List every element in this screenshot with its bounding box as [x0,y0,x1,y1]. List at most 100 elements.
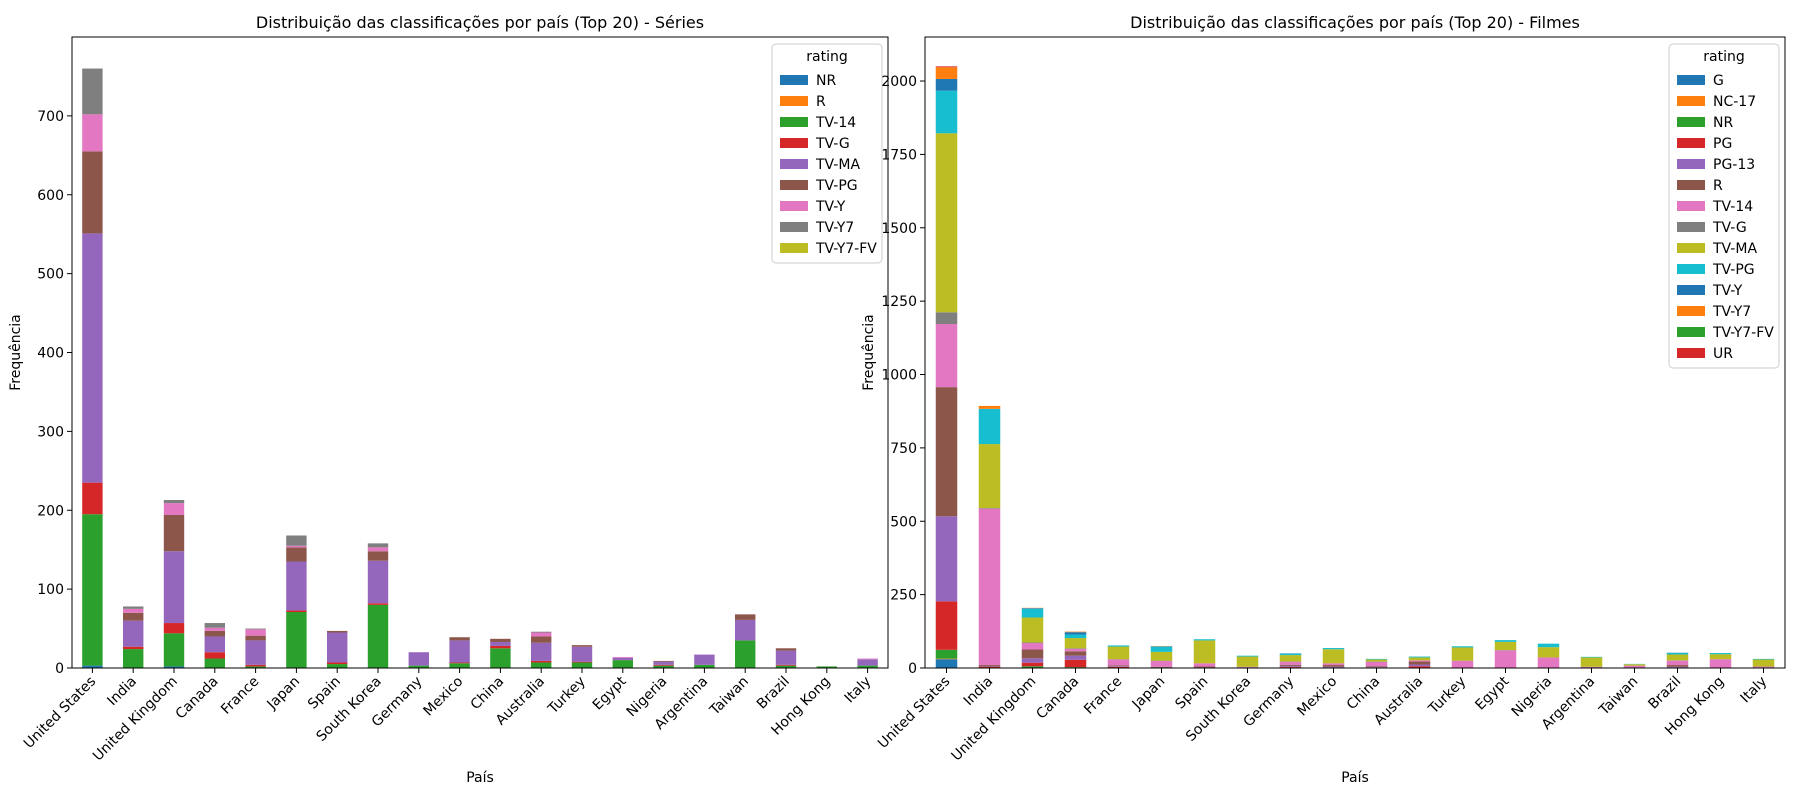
y-tick-label: 1500 [881,221,917,237]
x-tick-label: France [1081,674,1125,718]
bar-segment [857,659,877,660]
legend-swatch [1677,285,1705,295]
y-axis-label: Frequência [8,314,24,391]
bar-segment [531,662,551,668]
bar-segment [368,547,388,551]
legend-label: NR [816,73,836,89]
bar-segment [531,632,551,633]
bar-segment [1022,643,1044,649]
bar-segment [490,642,510,646]
legend-label: TV-PG [815,178,858,194]
legend-swatch [1677,201,1705,211]
bar-segment [1065,632,1087,633]
y-tick-label: 100 [37,582,64,598]
bar-segment [82,483,102,515]
chart-title: Distribuição das classificações por país… [1130,13,1580,32]
legend-swatch [780,75,808,85]
bar-segment [1366,659,1388,660]
bar-segment [1022,609,1044,618]
bar-segment [82,151,102,233]
bar-segment [1022,658,1044,662]
bar-segment [123,606,143,608]
bar-segment [1065,649,1087,651]
legend-label: TV-PG [1712,262,1755,278]
bar-segment [1280,667,1302,668]
bar-segment [286,562,306,611]
bar-segment [776,648,796,650]
bar-segment [368,603,388,605]
bar-segment [449,637,469,640]
bar-segment [1409,664,1431,666]
bar-segment [490,639,510,642]
bar-segment [409,652,429,665]
legend-label: TV-14 [1712,199,1753,215]
legend-swatch [780,117,808,127]
bar-segment [1065,656,1087,660]
x-tick-label: Turkey [545,674,589,718]
legend-swatch [1677,75,1705,85]
x-axis-label: País [1341,770,1369,786]
bar-segment [286,547,306,561]
legend-label: G [1713,73,1724,89]
bar-segment [1710,654,1732,659]
legend-label: TV-Y7-FV [815,241,877,257]
y-tick-label: 1000 [881,368,917,384]
bar-segment [1194,663,1216,666]
bar-segment [1022,618,1044,643]
bar-segment [1065,648,1087,649]
bar-segment [164,515,184,551]
bar-segment [653,662,673,665]
bar-segment [1366,662,1388,666]
x-tick-label: Italy [1738,674,1771,707]
bar-segment [205,652,225,658]
bar-segment [164,503,184,515]
bar-segment [1452,647,1474,660]
bar-segment [1581,657,1603,658]
bar-segment [164,633,184,666]
bar-segment [449,640,469,662]
bar-segment [1237,656,1259,657]
bar-segment [1667,667,1689,668]
bar-segment [1194,667,1216,668]
legend-swatch [1677,138,1705,148]
bar-segment [1108,665,1130,666]
legend-swatch [1677,306,1705,316]
bar-segment [205,631,225,637]
bar-segment [1409,657,1431,658]
bar-segment [1667,653,1689,654]
legend-swatch [780,96,808,106]
bar-segment [1667,661,1689,665]
bar-segment [1065,651,1087,655]
legend-label: R [1713,178,1723,194]
bar-segment [936,650,958,659]
legend-label: TV-Y [815,199,846,215]
bar-segment [123,621,143,647]
y-tick-label: 500 [37,267,64,283]
bar-segment [979,665,1001,666]
bar-segment [164,551,184,623]
chart-2: Distribuição das classificações por país… [861,13,1785,786]
bar-segment [1409,660,1431,661]
legend-title: rating [1703,49,1744,65]
bar-segment [1108,647,1130,660]
x-tick-label: Taiwan [706,674,752,720]
bar-segment [368,605,388,668]
bar-segment [735,640,755,668]
bar-segment [1065,632,1087,634]
bar-segment [1366,666,1388,667]
bar-segment [936,67,958,79]
legend-swatch [1677,117,1705,127]
legend-swatch [1677,96,1705,106]
bar-segment [776,665,796,666]
legend-label: TV-Y7 [1712,304,1751,320]
bar-segment [245,640,265,664]
bar-segment [1323,667,1345,668]
bar-segment [531,636,551,642]
legend-label: TV-MA [1712,241,1757,257]
legend-label: TV-Y [1712,283,1743,299]
bar-segment [1065,635,1087,639]
x-tick-label: France [218,674,262,718]
bar-segment [979,406,1001,409]
x-tick-label: United States [21,674,99,752]
